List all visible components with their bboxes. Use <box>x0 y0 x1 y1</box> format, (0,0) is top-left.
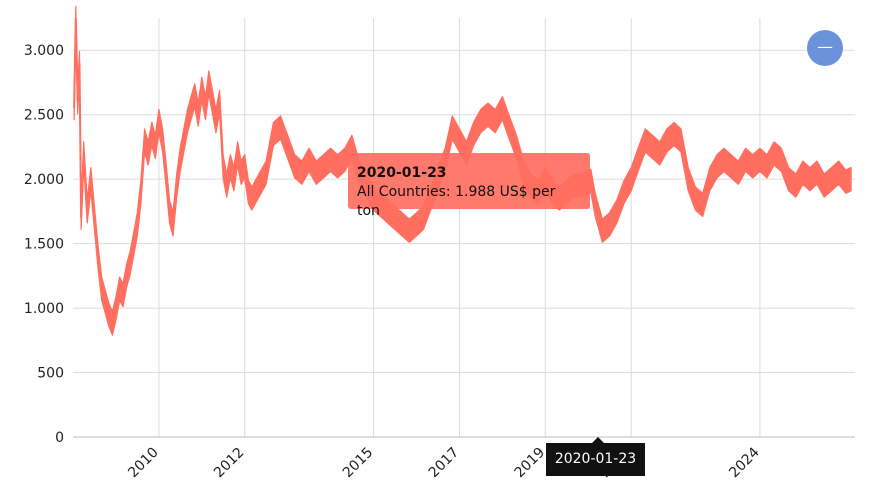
y-tick-label: 1.000 <box>24 301 64 317</box>
y-tick-label: 3.000 <box>24 43 64 59</box>
x-tick-label: 2012 <box>211 445 248 482</box>
y-tick-label: 2.000 <box>24 172 64 188</box>
x-tick-label: 2024 <box>726 444 763 481</box>
x-tick-label: 2019 <box>512 445 549 482</box>
chart-grid <box>73 18 855 438</box>
minus-icon: — <box>817 37 833 56</box>
tooltip-date: 2020-01-23 <box>357 165 447 181</box>
y-tick-label: 0 <box>55 430 64 446</box>
x-tick-label: 2015 <box>340 445 377 482</box>
y-tick-label: 1.500 <box>24 237 64 253</box>
cursor-date-label: 2020-01-23 <box>546 437 645 476</box>
y-tick-label: 500 <box>37 366 64 382</box>
tooltip: 2020-01-23 All Countries: 1.988 US$ per … <box>348 153 590 219</box>
tooltip-value: All Countries: 1.988 US$ per ton <box>357 184 556 219</box>
x-tick-label: 2010 <box>125 445 162 482</box>
x-tick-label: 2017 <box>426 445 463 482</box>
zoom-out-button[interactable]: — <box>807 30 843 66</box>
chart-axes: 0 500 1.000 1.500 2.000 2.500 3.000 2010 2012 201… <box>24 43 855 481</box>
y-tick-label: 2.500 <box>24 108 64 124</box>
